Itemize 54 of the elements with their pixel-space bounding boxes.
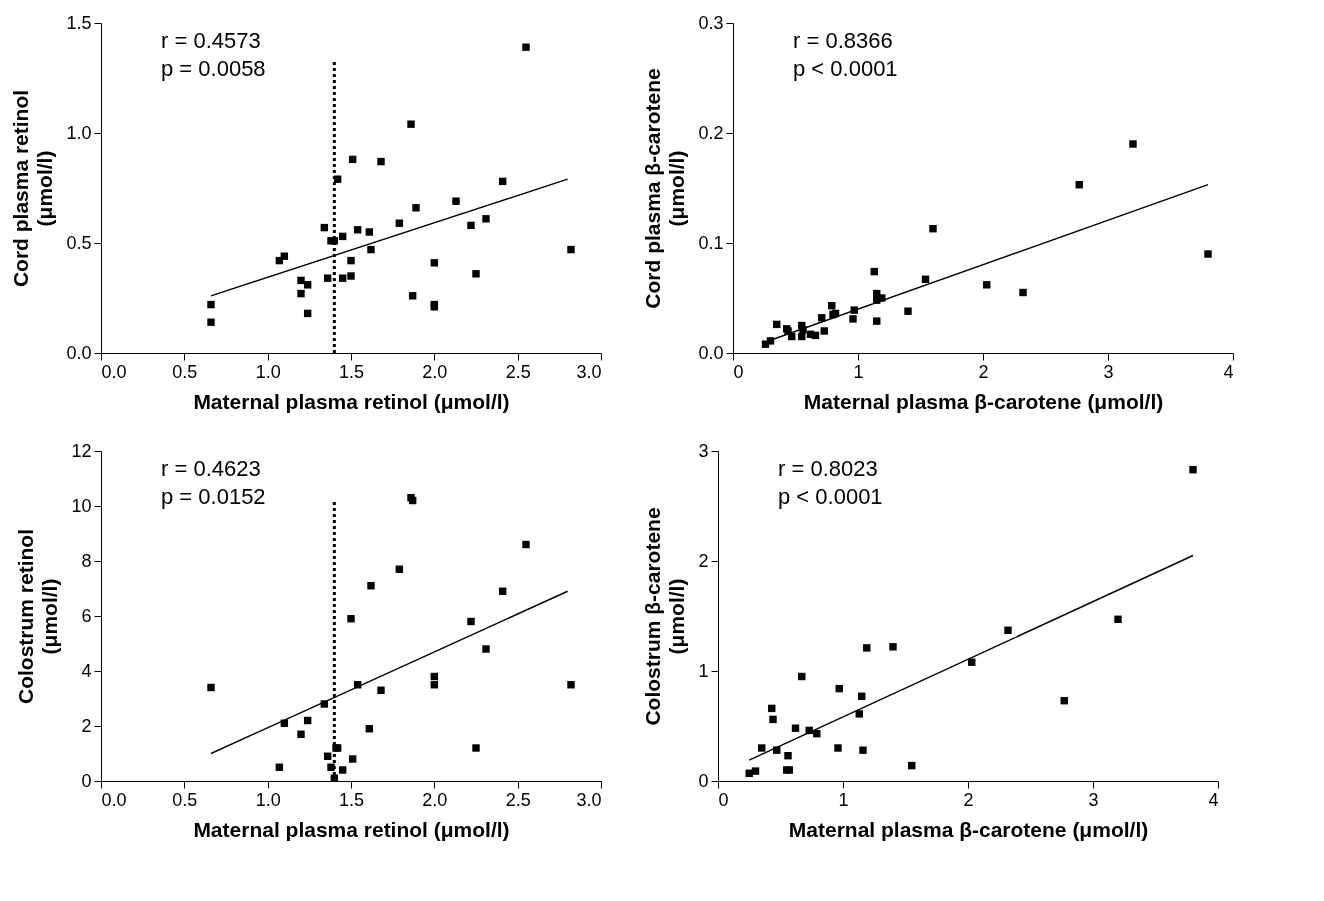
x-tick-label: 1.0 [255, 789, 281, 810]
y-axis-title: Cord plasma retinol (μmol/l) [9, 89, 57, 288]
y-tick-label: 3 [698, 440, 709, 461]
x-tick-label: 2 [963, 789, 974, 810]
y-tick-label: 4 [81, 660, 92, 681]
y-axis-title: Cord plasma β-carotene (μmol/l) [641, 68, 689, 309]
x-axis-title: Maternal plasma β-carotene (μmol/l) [803, 389, 1164, 413]
x-tick-label: 1.0 [255, 361, 281, 382]
annotation: r = 0.4623 p = 0.0152 [161, 456, 266, 509]
y-tick-label: 2 [81, 715, 92, 736]
y-tick-label: 1.5 [66, 12, 92, 33]
y-tick-label: 1.0 [66, 122, 92, 143]
x-tick-label: 3.0 [576, 361, 602, 382]
x-tick-label: 1.5 [338, 361, 365, 382]
y-tick-label: 0.0 [66, 342, 92, 363]
x-tick-label: 3 [1088, 789, 1099, 810]
x-tick-label: 2.5 [505, 361, 531, 382]
y-tick-label: 8 [81, 550, 92, 571]
x-tick-label: 2.0 [422, 361, 448, 382]
x-tick-label: 0.5 [172, 789, 198, 810]
y-tick-label: 0 [698, 770, 709, 791]
x-axis-title: Maternal plasma β-carotene (μmol/l) [788, 817, 1149, 841]
x-tick-label: 1 [838, 789, 849, 810]
y-tick-label: 0.2 [698, 122, 724, 143]
x-axis-title: Maternal plasma retinol (μmol/l) [193, 389, 510, 413]
y-tick-label: 0 [81, 770, 92, 791]
x-tick-label: 4 [1208, 789, 1219, 810]
x-tick-label: 3.0 [576, 789, 602, 810]
y-tick-label: 0.5 [66, 232, 92, 253]
y-axis-title: Colostrum retinol (μmol/l) [14, 528, 62, 705]
x-tick-label: 0.0 [101, 361, 127, 382]
x-axis-title: Maternal plasma retinol (μmol/l) [193, 817, 510, 841]
y-tick-label: 12 [71, 440, 92, 461]
y-tick-label: 10 [71, 495, 92, 516]
x-tick-label: 0 [733, 361, 744, 382]
annotation: r = 0.8023 p < 0.0001 [778, 456, 883, 509]
x-tick-label: 2.0 [422, 789, 448, 810]
x-tick-label: 2.5 [505, 789, 531, 810]
y-tick-label: 0.3 [698, 12, 724, 33]
y-tick-label: 0.1 [698, 232, 724, 253]
x-tick-label: 1 [853, 361, 864, 382]
x-tick-label: 4 [1223, 361, 1234, 382]
y-tick-label: 1 [698, 660, 709, 681]
annotation: r = 0.4573 p = 0.0058 [161, 28, 266, 81]
y-tick-label: 2 [698, 550, 709, 571]
x-tick-label: 0.5 [172, 361, 198, 382]
x-tick-label: 3 [1103, 361, 1114, 382]
annotation: r = 0.8366 p < 0.0001 [793, 28, 898, 81]
y-axis-title: Colostrum β-carotene (μmol/l) [641, 507, 689, 726]
x-tick-label: 0.0 [101, 789, 127, 810]
y-tick-label: 0.0 [698, 342, 724, 363]
x-tick-label: 2 [978, 361, 989, 382]
x-tick-label: 1.5 [338, 789, 365, 810]
y-tick-label: 6 [81, 605, 92, 626]
